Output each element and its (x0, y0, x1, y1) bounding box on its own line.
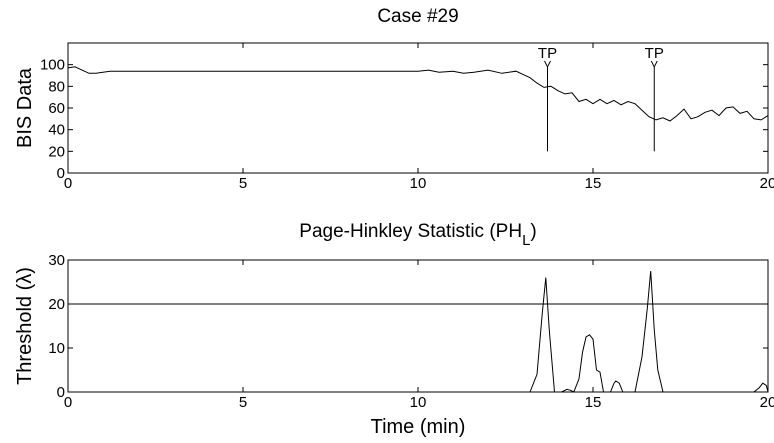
y-tick-label: 100 (40, 57, 65, 74)
y-tick-label: 30 (48, 252, 65, 269)
y-axis-label: BIS Data (14, 67, 36, 148)
y-tick-label: 60 (48, 100, 65, 117)
chart-page-hinkley: Page-Hinkley Statistic (PHL) Threshold (… (14, 221, 774, 438)
tick-labels: 0 5 10 15 20 0 20 40 60 80 100 (40, 43, 774, 192)
chart-bis: Case #29 BIS Data 0 5 10 15 20 0 20 40 60 80 100 T… (14, 6, 774, 192)
y-tick-label: 0 (57, 165, 65, 182)
title-main: Page-Hinkley Statistic (PH (299, 221, 522, 242)
y-tick-label: 10 (48, 340, 65, 357)
y-tick-label: 0 (57, 384, 65, 401)
annotation-arrow (544, 60, 551, 69)
y-tick-label: 40 (48, 122, 65, 139)
y-tick-label: 20 (48, 296, 65, 313)
chart-title: Case #29 (377, 6, 458, 27)
plot-area: TP TP (67, 45, 769, 152)
axes-frame (67, 42, 769, 174)
y-tick-label: 80 (48, 78, 65, 95)
y-axis-label: Threshold (λ) (14, 267, 36, 385)
y-tick-label: 20 (48, 143, 65, 160)
x-tick-label: 5 (239, 394, 247, 411)
annotation-label: TP (538, 45, 557, 62)
title-suffix: ) (530, 221, 536, 242)
title-subscript: L (522, 232, 530, 249)
series-line-bis (67, 66, 769, 122)
series-line-ph (68, 270, 769, 393)
x-tick-label: 15 (585, 394, 602, 411)
x-tick-label: 5 (239, 175, 247, 192)
axes-frame (67, 259, 769, 393)
x-axis-label: Time (min) (371, 416, 466, 438)
chart-title: Page-Hinkley Statistic (PHL) (299, 221, 536, 249)
x-tick-label: 10 (410, 175, 427, 192)
x-tick-label: 0 (64, 394, 72, 411)
plot-area (68, 270, 769, 393)
x-tick-label: 15 (585, 175, 602, 192)
x-tick-label: 20 (760, 394, 774, 411)
annotation-label: TP (645, 45, 664, 62)
annotation-arrow (650, 60, 658, 69)
tick-labels: 0 5 10 15 20 0 10 20 30 (48, 252, 774, 411)
x-tick-label: 10 (410, 394, 427, 411)
x-tick-label: 20 (760, 175, 774, 192)
x-tick-label: 0 (64, 175, 72, 192)
